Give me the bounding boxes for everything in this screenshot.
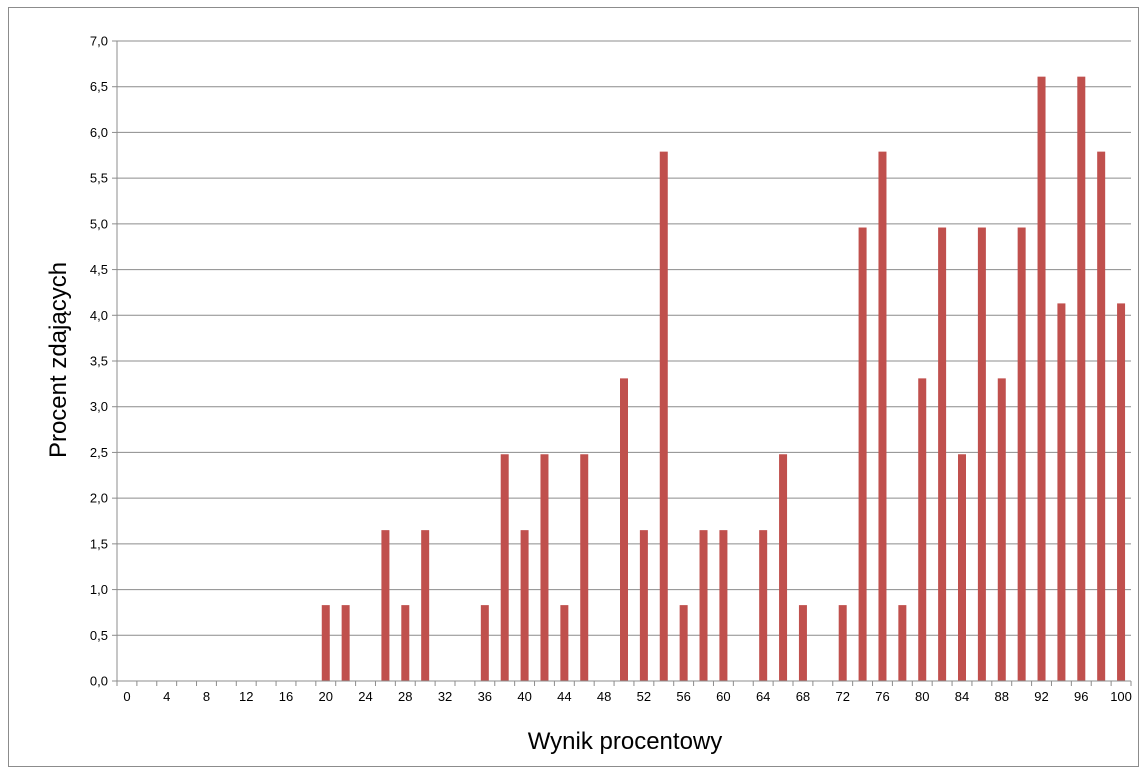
- bar: [639, 530, 648, 681]
- y-tick-label: 6,0: [90, 125, 108, 140]
- bars: [321, 76, 1126, 682]
- x-tick-label: 92: [1034, 689, 1048, 704]
- y-tick-label: 2,5: [90, 445, 108, 460]
- bar: [997, 378, 1006, 681]
- bar: [798, 605, 807, 681]
- y-tick-label: 4,0: [90, 308, 108, 323]
- y-tick-label: 1,5: [90, 536, 108, 551]
- y-tick-label: 0,0: [90, 674, 108, 689]
- bar: [401, 605, 410, 681]
- bar: [1077, 76, 1086, 681]
- x-tick-label: 100: [1110, 689, 1132, 704]
- x-axis-title: Wynik procentowy: [528, 728, 723, 755]
- x-tick-label: 60: [716, 689, 730, 704]
- x-tick-label: 48: [597, 689, 611, 704]
- bar: [958, 454, 966, 681]
- y-tick-label: 3,0: [90, 399, 108, 414]
- bar: [759, 530, 768, 681]
- y-tick-label: 6,5: [90, 79, 108, 94]
- chart-frame: [8, 7, 1139, 767]
- x-tick-labels: 0 4 8 12 16 20 24 28 32 36 40 44 48 52 56 60 64 68 72 76 80 8…: [123, 689, 1132, 704]
- x-tick-label: 12: [239, 689, 253, 704]
- x-tick-label: 16: [279, 689, 293, 704]
- bar: [620, 378, 628, 681]
- y-tick-label: 4,5: [90, 262, 108, 277]
- y-tick-label: 7,0: [90, 34, 108, 49]
- x-tick-label: 8: [203, 689, 210, 704]
- x-tick-label: 20: [319, 689, 333, 704]
- x-tick-label: 76: [875, 689, 889, 704]
- x-tick-label: 52: [637, 689, 651, 704]
- bar: [381, 530, 390, 681]
- x-tick-label: 40: [517, 689, 531, 704]
- x-tick-label: 68: [796, 689, 810, 704]
- y-axis-title: Procent zdających: [45, 262, 72, 458]
- y-tick-label: 0,5: [90, 628, 108, 643]
- y-tick-labels: 0,0 0,5 1,0 1,5 2,0 2,5 3,0 3,5 4,0 4,5 5,0 5,5 6,0 6…: [90, 34, 108, 689]
- bar: [560, 605, 569, 681]
- x-tick-label: 56: [676, 689, 690, 704]
- x-tick-label: 72: [835, 689, 849, 704]
- x-tick-label: 88: [995, 689, 1009, 704]
- y-tick-label: 3,5: [90, 354, 108, 369]
- bar: [679, 605, 688, 681]
- bar: [699, 530, 708, 681]
- bar: [938, 227, 947, 681]
- bar: [540, 454, 549, 681]
- x-tick-label: 32: [438, 689, 452, 704]
- bar: [1057, 303, 1066, 681]
- bar: [1117, 303, 1126, 681]
- y-tick-label: 2,0: [90, 491, 108, 506]
- x-tick-label: 80: [915, 689, 929, 704]
- bar: [779, 454, 788, 681]
- x-tick-label: 0: [123, 689, 130, 704]
- x-tick-label: 24: [358, 689, 372, 704]
- x-tick-label: 84: [955, 689, 969, 704]
- bar: [321, 605, 330, 681]
- bar: [918, 378, 927, 681]
- bar: [858, 227, 867, 681]
- bar: [1017, 227, 1026, 681]
- bar: [520, 530, 529, 681]
- x-tick-label: 64: [756, 689, 770, 704]
- x-tick-label: 28: [398, 689, 412, 704]
- bar: [1037, 76, 1046, 681]
- bar: [480, 605, 489, 681]
- y-tick-label: 1,0: [90, 582, 108, 597]
- bar: [421, 530, 430, 681]
- x-tick-label: 96: [1074, 689, 1088, 704]
- axes: [116, 41, 1132, 686]
- bar: [898, 605, 907, 681]
- bar: [500, 454, 509, 681]
- bar: [719, 530, 728, 681]
- x-tick-label: 36: [478, 689, 492, 704]
- bar: [341, 605, 350, 681]
- x-tick-label: 4: [163, 689, 170, 704]
- y-tick-label: 5,0: [90, 216, 108, 231]
- bar: [977, 227, 986, 681]
- bar: [838, 605, 847, 681]
- bar: [1097, 151, 1106, 682]
- x-tick-label: 44: [557, 689, 571, 704]
- y-tick-label: 5,5: [90, 171, 108, 186]
- bar: [878, 151, 887, 682]
- bar: [580, 454, 589, 681]
- bar: [659, 151, 668, 682]
